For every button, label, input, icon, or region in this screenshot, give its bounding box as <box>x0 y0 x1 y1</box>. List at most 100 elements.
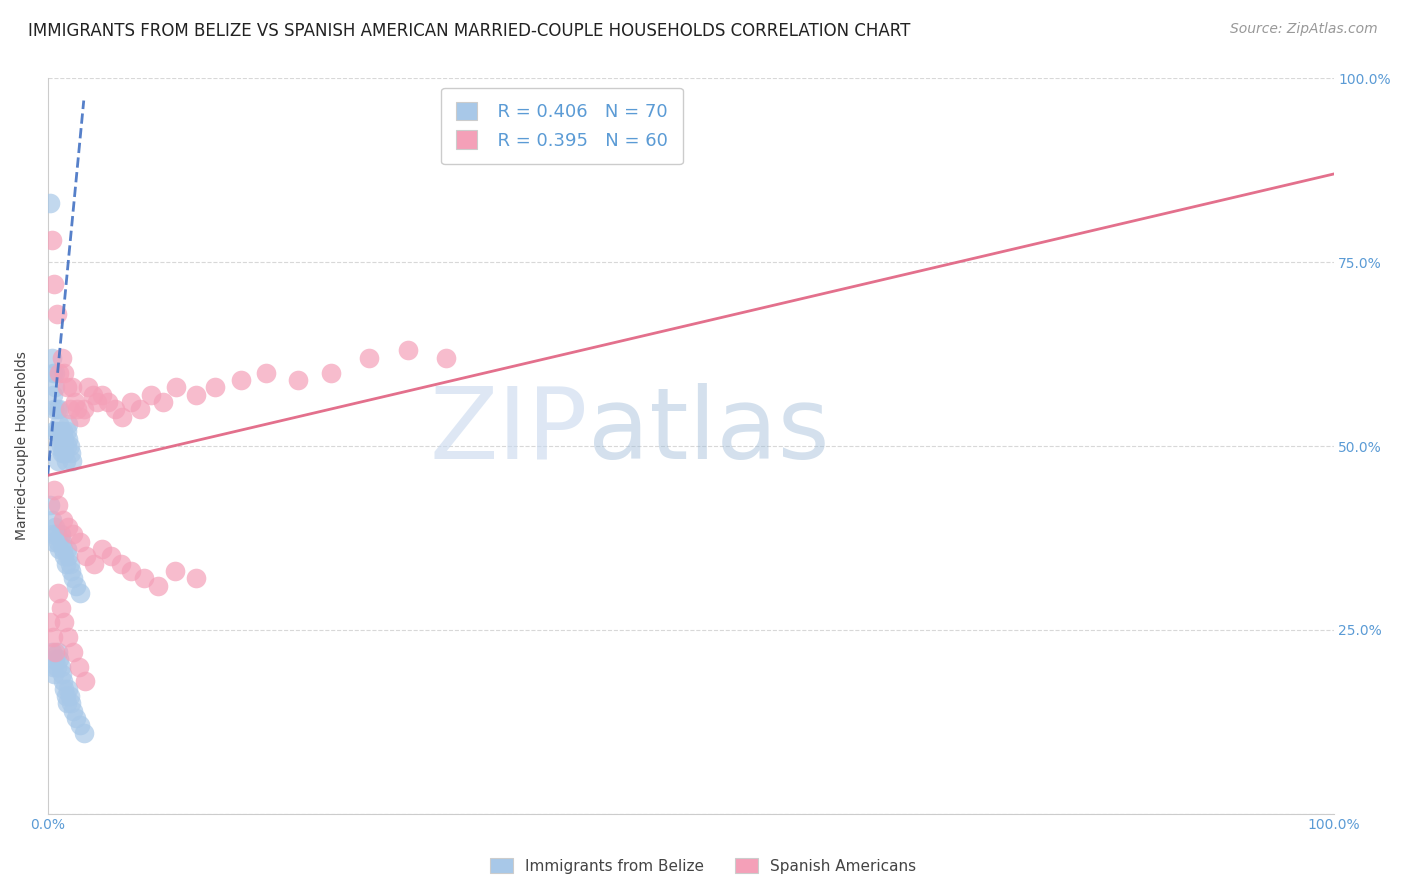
Point <box>45 402 67 417</box>
Point <box>120 564 142 578</box>
Point <box>44 425 66 439</box>
Point <box>45 527 67 541</box>
Point <box>69 586 91 600</box>
Point <box>49 659 72 673</box>
Point <box>76 380 98 394</box>
Point <box>48 652 70 666</box>
Point <box>39 498 62 512</box>
Point <box>229 373 252 387</box>
Point <box>48 541 70 556</box>
Point <box>287 373 309 387</box>
Point <box>60 380 83 394</box>
Point <box>53 615 76 630</box>
Point <box>58 681 80 696</box>
Point <box>49 527 72 541</box>
Point <box>55 557 77 571</box>
Point <box>41 233 63 247</box>
Point <box>44 366 66 380</box>
Point <box>65 579 87 593</box>
Point <box>62 645 84 659</box>
Point <box>62 704 84 718</box>
Point <box>120 395 142 409</box>
Point <box>58 549 80 564</box>
Point <box>129 402 152 417</box>
Point <box>110 557 132 571</box>
Point <box>59 402 82 417</box>
Point <box>46 453 69 467</box>
Point <box>69 534 91 549</box>
Point <box>62 527 84 541</box>
Point <box>51 534 73 549</box>
Point <box>73 402 96 417</box>
Point <box>396 343 419 358</box>
Point <box>44 380 66 394</box>
Point <box>49 439 72 453</box>
Point <box>359 351 381 365</box>
Y-axis label: Married-couple Households: Married-couple Households <box>15 351 30 541</box>
Text: IMMIGRANTS FROM BELIZE VS SPANISH AMERICAN MARRIED-COUPLE HOUSEHOLDS CORRELATION: IMMIGRANTS FROM BELIZE VS SPANISH AMERIC… <box>28 22 911 40</box>
Point <box>163 564 186 578</box>
Point <box>58 630 80 644</box>
Point <box>56 696 79 710</box>
Point <box>51 666 73 681</box>
Point <box>134 571 156 585</box>
Point <box>52 674 75 689</box>
Point <box>55 453 77 467</box>
Point <box>42 659 65 673</box>
Point <box>53 432 76 446</box>
Point <box>139 387 162 401</box>
Point <box>59 696 82 710</box>
Point <box>42 630 65 644</box>
Point <box>69 718 91 732</box>
Point <box>48 402 70 417</box>
Point <box>152 395 174 409</box>
Point <box>53 446 76 460</box>
Point <box>56 541 79 556</box>
Point <box>46 498 69 512</box>
Point <box>83 557 105 571</box>
Point <box>319 366 342 380</box>
Point <box>45 307 67 321</box>
Point <box>434 351 457 365</box>
Point <box>59 446 82 460</box>
Point <box>44 402 66 417</box>
Point <box>254 366 277 380</box>
Point <box>48 366 70 380</box>
Point <box>51 432 73 446</box>
Point <box>58 432 80 446</box>
Point <box>41 645 63 659</box>
Point <box>46 586 69 600</box>
Point <box>46 645 69 659</box>
Point <box>51 351 73 365</box>
Point <box>44 645 66 659</box>
Point <box>63 395 86 409</box>
Text: ZIP: ZIP <box>429 383 588 480</box>
Point <box>56 425 79 439</box>
Legend: Immigrants from Belize, Spanish Americans: Immigrants from Belize, Spanish American… <box>484 852 922 880</box>
Point <box>49 425 72 439</box>
Point <box>58 417 80 431</box>
Point <box>58 520 80 534</box>
Point <box>45 659 67 673</box>
Point <box>60 453 83 467</box>
Point <box>49 600 72 615</box>
Point <box>44 520 66 534</box>
Point <box>41 351 63 365</box>
Point <box>39 615 62 630</box>
Point <box>52 541 75 556</box>
Point <box>73 674 96 689</box>
Point <box>53 681 76 696</box>
Point <box>165 380 187 394</box>
Point <box>41 512 63 526</box>
Point <box>59 557 82 571</box>
Point <box>62 571 84 585</box>
Point <box>56 439 79 453</box>
Point <box>46 534 69 549</box>
Point <box>51 446 73 460</box>
Point <box>52 512 75 526</box>
Legend:   R = 0.406   N = 70,   R = 0.395   N = 60: R = 0.406 N = 70, R = 0.395 N = 60 <box>441 87 683 164</box>
Point <box>65 711 87 725</box>
Point <box>42 387 65 401</box>
Text: atlas: atlas <box>588 383 830 480</box>
Point <box>44 652 66 666</box>
